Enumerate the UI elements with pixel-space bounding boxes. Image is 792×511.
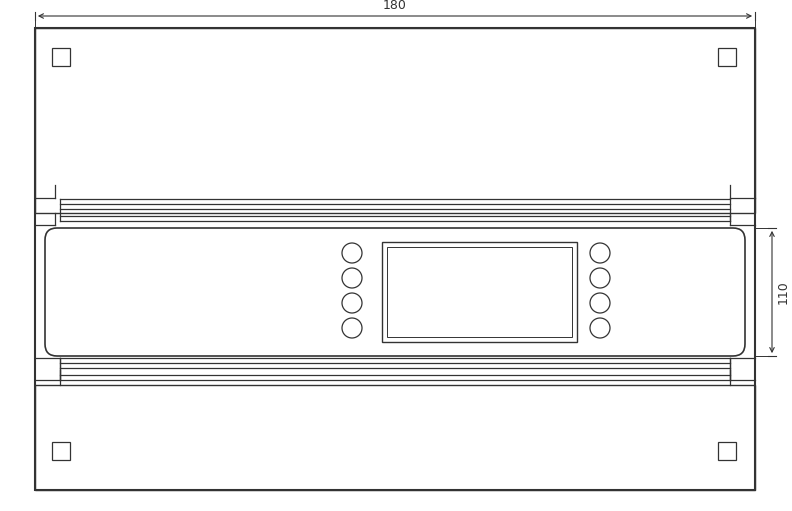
Bar (718, 48, 736, 66)
Bar (35, 385, 755, 490)
Text: 110: 110 (777, 280, 790, 304)
Bar (718, 442, 736, 460)
Bar (382, 242, 577, 342)
Bar (35, 28, 755, 213)
Bar (52, 442, 70, 460)
Bar (52, 48, 70, 66)
Text: 180: 180 (383, 0, 407, 12)
Bar (387, 247, 572, 337)
